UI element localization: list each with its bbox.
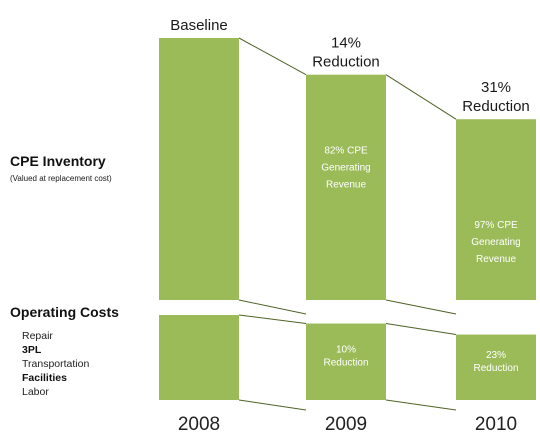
cpe-inventory-bar-label-2010: 97% CPE Generating Revenue <box>471 220 520 265</box>
operating-costs-connector-top-0 <box>238 314 307 324</box>
cost-item-repair: Repair <box>22 330 53 342</box>
cpe-inventory-head-label-2008: Baseline <box>170 17 228 34</box>
cost-item-facilities: Facilities <box>22 372 67 384</box>
operating-costs-connector-bottom-1 <box>385 399 457 411</box>
x-tick-label-2009: 2009 <box>325 414 367 435</box>
cpe-inventory-connector-top-0 <box>238 37 307 76</box>
cpe-inventory-bar-2009 <box>306 74 386 301</box>
cost-item-3pl: 3PL <box>22 344 42 356</box>
x-tick-label-2010: 2010 <box>475 414 517 435</box>
operating-costs-title: Operating Costs <box>10 304 119 320</box>
cpe-inventory-connector-top-1 <box>385 74 457 120</box>
operating-costs-bar-label-2009: 10% Reduction <box>323 344 368 368</box>
operating-costs-bar-2010 <box>456 334 536 400</box>
bars-group <box>159 38 536 400</box>
operating-costs-bar-2009 <box>306 323 386 400</box>
cpe-inventory-head-label-2009: 14% Reduction <box>312 35 380 71</box>
cpe-inventory-bar-label-2009: 82% CPE Generating Revenue <box>321 146 370 191</box>
labels-group: Baseline 82% CPE Generating Revenue 14% Reduc… <box>170 17 530 435</box>
cpe-inventory-bar-2008 <box>159 38 239 300</box>
cpe-inventory-title: CPE Inventory <box>10 153 106 169</box>
operating-costs-connector-top-1 <box>385 323 457 336</box>
cpe-inventory-connector-bottom-0 <box>238 299 307 315</box>
connector-lines <box>238 37 457 411</box>
cpe-inventory-subtitle: (Valued at replacement cost) <box>10 174 112 183</box>
cost-item-transportation: Transportation <box>22 358 89 370</box>
cpe-inventory-connector-bottom-1 <box>385 299 457 315</box>
cpe-inventory-bar-2010 <box>456 119 536 300</box>
x-tick-label-2008: 2008 <box>178 414 220 435</box>
operating-costs-connector-bottom-0 <box>238 399 307 411</box>
cpe-inventory-head-label-2010: 31% Reduction <box>462 79 530 115</box>
cost-item-labor: Labor <box>22 386 49 398</box>
operating-costs-bar-2008 <box>159 315 239 400</box>
operating-costs-bar-label-2010: 23% Reduction <box>473 350 518 374</box>
